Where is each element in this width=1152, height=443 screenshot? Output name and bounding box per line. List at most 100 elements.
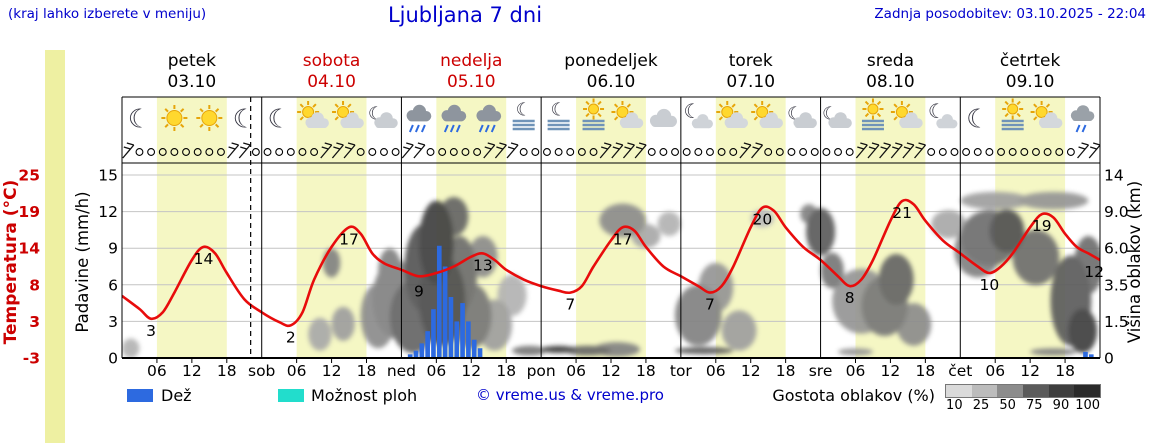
rain-streak	[484, 124, 490, 133]
cloud-density-label: Gostota oblakov (%)	[772, 386, 935, 405]
wind-barb-icon	[634, 142, 647, 159]
day-abbrev-label: čet	[948, 362, 972, 380]
cloud-blob	[1018, 191, 1089, 210]
wind-calm-icon	[543, 148, 551, 156]
weather-icon-moon: ☾	[268, 104, 291, 134]
time-tick-label: 06	[566, 362, 586, 380]
wind-calm-icon	[205, 148, 214, 156]
cloud-blob	[960, 191, 1031, 210]
cloud-icon	[441, 104, 467, 122]
wind-calm-icon	[647, 148, 656, 156]
density-seg	[971, 385, 998, 397]
copyright-link[interactable]: © vreme.us & vreme.pro	[476, 386, 664, 404]
wind-calm-icon	[170, 148, 179, 156]
chart-frame	[121, 96, 1101, 363]
wind-calm-icon	[251, 148, 260, 156]
day-name: ponedeljek	[564, 51, 658, 71]
density-seg	[1074, 385, 1101, 397]
showers-legend-label: Možnost ploh	[311, 386, 418, 405]
wind-calm-icon	[927, 148, 936, 156]
sun-icon	[583, 98, 605, 120]
wind-calm-icon	[426, 148, 435, 156]
cloud-blob	[418, 200, 454, 285]
cloud-axis-tick: 1.5	[1104, 313, 1129, 331]
moon-icon: ☾	[683, 99, 701, 123]
temp-value-label: 14	[194, 250, 214, 268]
rain-bar	[442, 266, 448, 358]
wind-calm-icon	[985, 148, 994, 156]
time-tick-label: 06	[287, 362, 307, 380]
time-tick-label: 12	[1020, 362, 1040, 380]
wind-calm-icon	[531, 148, 540, 156]
left-yellow-strip	[45, 50, 65, 443]
rain-streak	[478, 124, 484, 133]
time-tick-label: 18	[636, 362, 656, 380]
density-tick-label: 100	[1075, 398, 1101, 413]
density-seg	[997, 385, 1024, 397]
cloud-icon	[724, 112, 749, 128]
time-tick-label: 12	[741, 362, 761, 380]
temp-value-label: 19	[1032, 217, 1052, 235]
rain-legend-label: Dež	[161, 386, 192, 405]
cloud-axis-tick: 3.5	[1104, 276, 1129, 294]
wind-row	[122, 142, 1101, 159]
weather-icon-fog-moon: ☾	[547, 99, 570, 131]
cloud-icon	[936, 114, 958, 129]
cloud-axis-title: Višina oblakov (km)	[1125, 181, 1144, 343]
wind-barb-icon	[401, 142, 414, 159]
rain-streak	[408, 124, 414, 133]
wind-calm-icon	[449, 148, 458, 156]
wind-barb-icon	[751, 142, 764, 159]
density-tick-label: 75	[1026, 398, 1043, 413]
density-tick-label: 50	[999, 398, 1016, 413]
precip-axis-tick: 3	[108, 313, 118, 331]
sun-icon	[862, 98, 884, 120]
temp-value-label: 8	[845, 289, 855, 307]
precip-axis-title: Padavine (mm/h)	[73, 191, 92, 332]
temp-value-labels: 3 14 2 17 9 13 7 17 7 20 8 21 10 19 12	[146, 204, 1104, 346]
day-name: torek	[729, 51, 773, 71]
day-date: 07.10	[726, 72, 775, 92]
precip-axis-tick: 12	[98, 203, 118, 221]
weather-icon-rain	[476, 104, 502, 133]
time-tick-label: 12	[322, 362, 342, 380]
wind-calm-icon	[787, 148, 796, 156]
wind-calm-icon	[356, 148, 365, 156]
wind-calm-icon	[671, 148, 679, 156]
wind-barb-icon	[890, 142, 903, 159]
temperature-curve	[122, 198, 1100, 328]
sun-icon	[611, 101, 634, 123]
moon-icon: ☾	[128, 104, 151, 134]
weather-icon-moon-cloud: ☾	[928, 99, 958, 129]
time-tick-label: 06	[147, 362, 167, 380]
cloud-blob	[564, 345, 611, 356]
showers-legend-swatch	[278, 389, 304, 402]
rain-bar	[471, 339, 477, 358]
wind-calm-icon	[938, 148, 947, 156]
cloud-axis-tick: 0	[1104, 350, 1114, 368]
cloud-icon	[619, 112, 644, 128]
wind-calm-icon	[380, 148, 388, 156]
wind-calm-icon	[764, 148, 773, 156]
wind-barb-icon	[122, 142, 135, 159]
precip-axis-tick: 6	[108, 276, 118, 294]
wind-calm-icon	[461, 148, 470, 156]
cloud-icon	[691, 114, 713, 129]
rain-streak	[490, 124, 496, 133]
precip-bars	[407, 245, 1094, 358]
wind-calm-icon	[775, 148, 784, 156]
wind-barb-icon	[599, 142, 612, 159]
cloud-icon	[374, 112, 398, 128]
wind-calm-icon	[158, 148, 167, 156]
wind-calm-icon	[822, 148, 831, 156]
wind-calm-icon	[566, 148, 575, 156]
density-scale-labels: 10 25 50 75 90 100	[941, 398, 1105, 413]
wind-calm-icon	[1055, 148, 1064, 156]
rain-bar	[425, 331, 430, 358]
wind-barb-icon	[413, 142, 426, 159]
cloud-layer	[122, 191, 1100, 358]
weather-icon-moon-cloud: ☾	[683, 99, 713, 129]
rain-streak	[420, 124, 426, 133]
weather-icon-rain	[441, 104, 467, 133]
